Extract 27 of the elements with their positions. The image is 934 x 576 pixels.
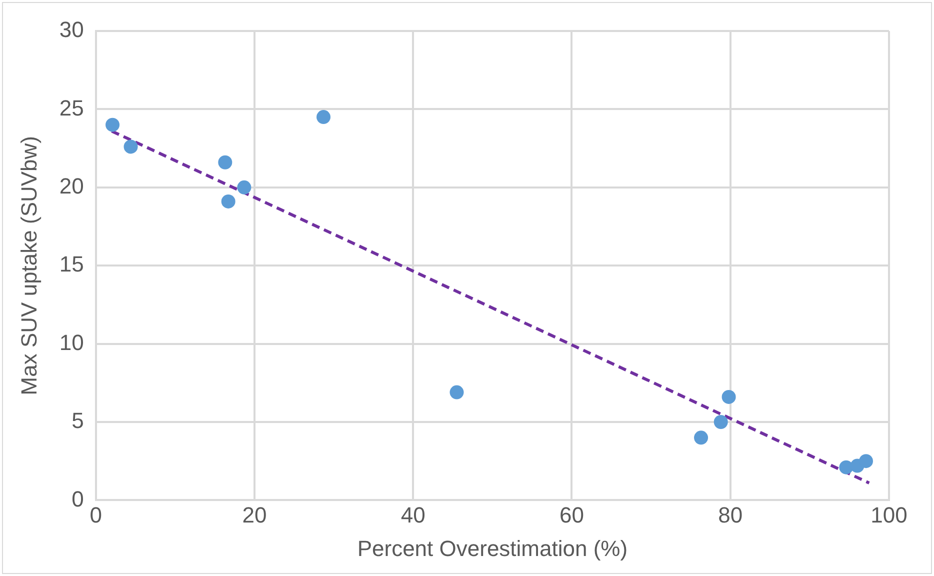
- y-tick-label: 0: [72, 486, 84, 512]
- y-tick-label: 30: [59, 17, 84, 42]
- x-tick-label: 0: [90, 502, 102, 528]
- point: [839, 460, 854, 474]
- x-tick-label: 60: [560, 502, 584, 528]
- y-axis-title: Max SUV uptake (SUVbw): [16, 136, 42, 396]
- point: [450, 385, 464, 400]
- x-tick-label: 40: [400, 502, 426, 528]
- x-tick-label: 100: [870, 502, 908, 528]
- x-tick-label: 80: [718, 502, 743, 528]
- y-tick-label: 15: [59, 252, 84, 277]
- point: [124, 140, 138, 154]
- point: [106, 118, 120, 132]
- point: [316, 110, 330, 124]
- point: [237, 180, 252, 194]
- y-tick-label: 25: [59, 95, 84, 120]
- point: [859, 454, 873, 468]
- point: [714, 415, 728, 429]
- point: [218, 155, 232, 170]
- x-axis-title: Percent Overestimation (%): [357, 536, 628, 561]
- x-tick-label: 20: [242, 502, 267, 528]
- y-tick-label: 20: [59, 173, 84, 198]
- point: [221, 194, 236, 208]
- y-tick-label: 5: [72, 408, 84, 434]
- point: [694, 430, 708, 445]
- point: [722, 390, 736, 404]
- y-tick-label: 10: [59, 330, 84, 355]
